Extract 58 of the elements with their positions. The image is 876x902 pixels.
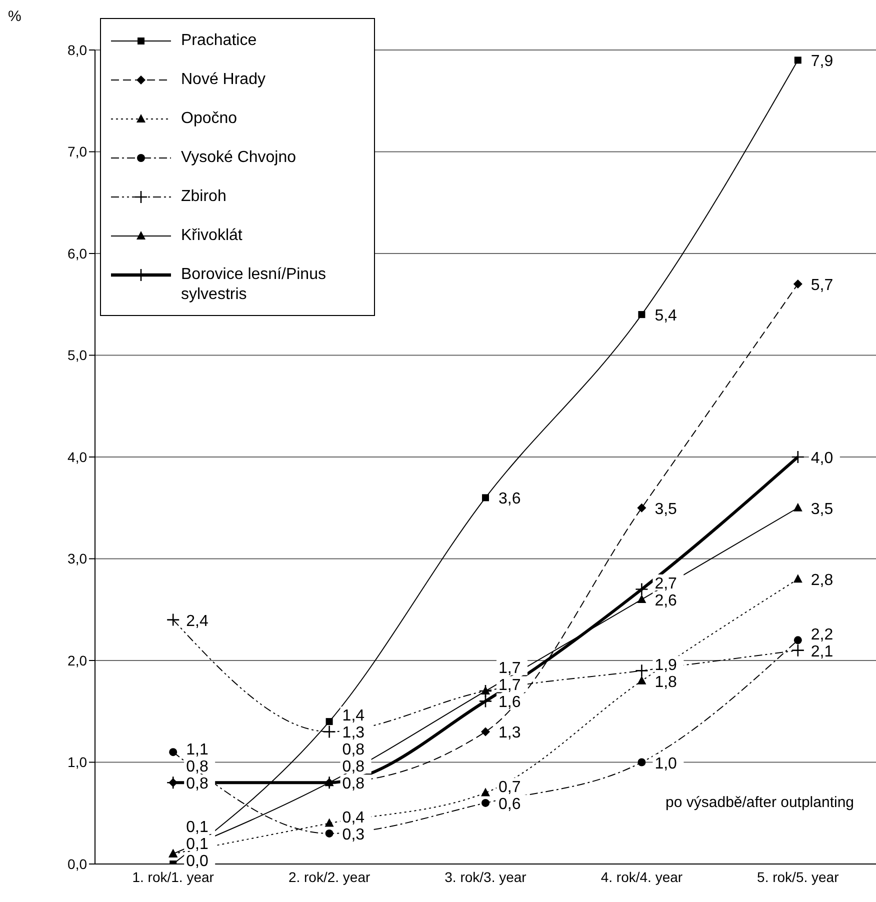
y-tick-label: 0,0 — [68, 856, 88, 872]
data-label: 7,9 — [810, 53, 834, 70]
data-label: 1,3 — [342, 724, 365, 742]
data-label: 1,3 — [498, 724, 521, 742]
legend-label: Křivoklát — [181, 226, 242, 246]
data-label: 2,6 — [654, 592, 678, 610]
data-label: 2,4 — [186, 612, 208, 630]
data-label: 0,4 — [342, 809, 365, 826]
y-tick-label: 1,0 — [68, 754, 88, 770]
data-label: 3,5 — [654, 500, 678, 518]
data-label: 1,8 — [654, 674, 678, 691]
y-axis-title: % — [8, 8, 22, 25]
legend-label: Nové Hrady — [181, 70, 266, 90]
data-label: 3,5 — [810, 500, 834, 518]
legend-label: Prachatice — [181, 31, 257, 51]
y-tick-label: 4,0 — [68, 448, 88, 465]
data-label: 1,6 — [498, 694, 521, 712]
data-label: 2,1 — [810, 643, 834, 660]
annotation: po výsadbě/after outplanting — [666, 794, 854, 811]
data-label: 0,0 — [186, 853, 208, 870]
data-label: 0,8 — [342, 742, 365, 759]
data-label: 2,8 — [810, 572, 834, 590]
y-tick-label: 2,0 — [68, 652, 88, 668]
y-tick-label: 6,0 — [68, 245, 88, 262]
data-label: 2,2 — [810, 626, 834, 644]
legend-label: Vysoké Chvojno — [181, 148, 296, 168]
y-tick-label: 3,0 — [68, 550, 88, 567]
data-label: 1,1 — [186, 742, 208, 759]
data-label: 0,6 — [498, 796, 521, 813]
data-label: 0,8 — [186, 758, 208, 776]
data-label: 0,8 — [342, 776, 365, 793]
data-label: 1,7 — [498, 677, 521, 694]
data-label: 0,7 — [498, 778, 521, 796]
x-tick-label: 1. rok/1. year — [132, 868, 214, 885]
legend-label: Zbiroh — [181, 187, 226, 207]
data-label: 2,7 — [654, 575, 678, 592]
data-label: 0,1 — [186, 819, 208, 836]
data-label: 3,6 — [498, 490, 521, 508]
x-tick-label: 5. rok/5. year — [757, 868, 840, 885]
x-tick-label: 2. rok/2. year — [288, 868, 370, 885]
legend-label: Borovice lesní/Pinus sylvestris — [181, 265, 327, 305]
data-label: 0,3 — [342, 826, 365, 844]
data-label: 5,7 — [810, 277, 834, 294]
legend-label: Opočno — [181, 109, 238, 129]
data-label: 5,4 — [654, 308, 678, 325]
y-tick-label: 7,0 — [68, 144, 88, 160]
y-tick-label: 5,0 — [68, 347, 88, 364]
data-label: 0,8 — [186, 776, 208, 793]
data-label: 1,0 — [654, 755, 678, 772]
data-label: 4,0 — [810, 450, 834, 467]
x-tick-label: 4. rok/4. year — [600, 868, 683, 885]
data-label: 1,9 — [654, 656, 678, 674]
data-label: 1,4 — [342, 708, 365, 725]
x-tick-label: 3. rok/3. year — [444, 868, 527, 885]
data-label: 1,7 — [498, 660, 521, 678]
y-tick-label: 8,0 — [68, 42, 88, 58]
data-label: 0,1 — [186, 836, 208, 853]
data-label: 0,8 — [342, 758, 365, 776]
